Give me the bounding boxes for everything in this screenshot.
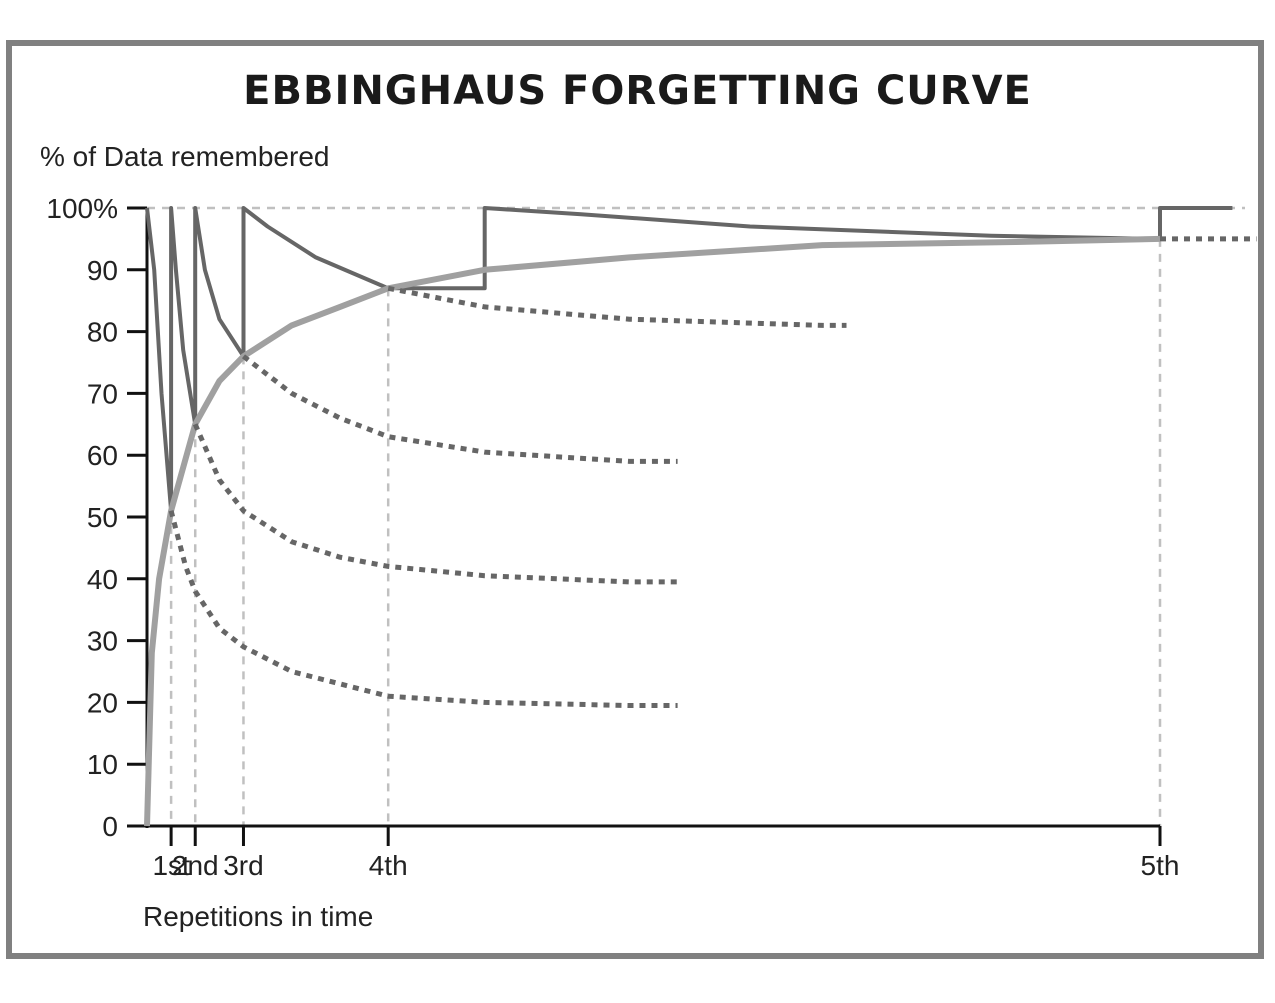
y-tick-label: 30 — [87, 626, 118, 657]
chart-title: EBBINGHAUS FORGETTING CURVE — [243, 68, 1032, 114]
y-tick-label: 90 — [87, 255, 118, 286]
x-axis-label: Repetitions in time — [143, 901, 374, 932]
forgetting-curve-dotted — [192, 423, 678, 585]
y-tick-label: 100% — [46, 193, 118, 224]
y-tick-label: 20 — [87, 687, 118, 718]
y-tick-label: 40 — [87, 564, 118, 595]
chart-frame — [6, 40, 1264, 959]
x-tick-label: 2nd — [172, 850, 219, 881]
forgetting-curve-dotted — [168, 510, 678, 708]
x-tick-label: 5th — [1141, 850, 1180, 881]
y-tick-label: 10 — [87, 749, 118, 780]
y-tick-label: 0 — [102, 811, 118, 842]
y-tick-label: 70 — [87, 378, 118, 409]
x-tick-label: 1st — [152, 850, 190, 881]
x-tick-label: 4th — [369, 850, 408, 881]
y-tick-label: 60 — [87, 440, 118, 471]
x-tick-label: 3rd — [223, 850, 263, 881]
y-axis-label: % of Data remembered — [40, 141, 330, 172]
forgetting-curve-dotted — [241, 354, 678, 464]
forgetting-curve-dotted — [387, 285, 847, 328]
y-tick-label: 50 — [87, 502, 118, 533]
y-tick-label: 80 — [87, 317, 118, 348]
learning-curve — [144, 235, 1161, 827]
retention-curve — [145, 206, 1233, 513]
